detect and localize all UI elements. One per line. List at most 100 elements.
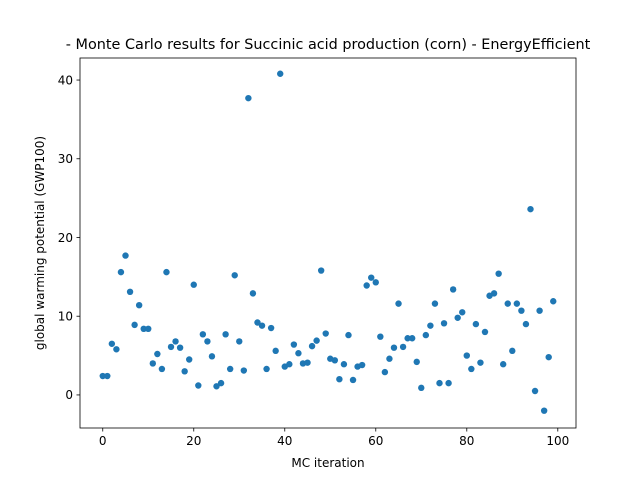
data-point [386, 355, 393, 362]
data-point [377, 333, 384, 340]
data-point [240, 367, 248, 374]
data-point [495, 270, 502, 277]
data-point [267, 324, 275, 332]
data-point [99, 372, 106, 380]
data-point [345, 331, 352, 339]
data-point [427, 322, 434, 329]
data-point [545, 353, 552, 361]
data-point [226, 365, 234, 373]
data-point [477, 359, 484, 366]
y-tick-label: 10 [58, 310, 73, 324]
data-point [304, 359, 311, 366]
x-tick-label: 80 [459, 434, 474, 448]
data-point [208, 353, 216, 360]
data-point [445, 379, 452, 387]
data-point [490, 290, 498, 297]
data-point [550, 298, 557, 305]
data-point [468, 365, 475, 373]
data-point [145, 325, 152, 333]
data-point [408, 335, 416, 342]
data-point [122, 252, 129, 259]
data-point [363, 282, 370, 289]
data-point [336, 375, 343, 383]
y-tick-label: 0 [65, 388, 73, 402]
data-point [513, 300, 521, 307]
data-point [172, 338, 179, 345]
data-point [317, 267, 325, 274]
data-point [204, 338, 211, 345]
data-point [222, 331, 229, 338]
data-point [199, 331, 207, 338]
y-tick-label: 30 [58, 152, 73, 166]
data-point [404, 335, 411, 342]
data-point [163, 268, 170, 276]
data-point [254, 319, 261, 326]
data-point [358, 361, 366, 369]
data-point [527, 205, 534, 213]
data-point [217, 379, 225, 387]
data-point [449, 286, 457, 293]
data-point [195, 382, 202, 389]
plot-frame [79, 57, 577, 429]
data-point [104, 372, 111, 380]
x-tick-label: 0 [99, 434, 107, 448]
y-axis-ticks: 0 10 20 30 40 [58, 73, 80, 402]
data-point [154, 350, 161, 358]
data-point [418, 384, 425, 392]
data-point [126, 288, 134, 296]
data-point [436, 379, 443, 387]
data-point [531, 387, 539, 395]
y-tick-label: 20 [58, 231, 73, 245]
y-tick-label: 40 [58, 73, 73, 87]
data-point [440, 320, 448, 327]
data-point [422, 331, 430, 339]
data-point [290, 341, 298, 348]
data-point [131, 321, 138, 329]
data-point [295, 350, 302, 357]
data-point [509, 347, 516, 355]
data-point [481, 328, 489, 336]
data-point [454, 314, 461, 321]
x-tick-label: 20 [186, 434, 201, 448]
data-point [167, 343, 175, 351]
data-point [499, 361, 507, 368]
x-axis-label: MC iteration [291, 456, 364, 470]
data-point [472, 320, 480, 328]
data-point [263, 365, 270, 373]
data-point [395, 300, 402, 307]
data-point [536, 307, 543, 314]
data-point [158, 365, 166, 373]
data-point [522, 320, 530, 328]
data-point [463, 352, 470, 359]
data-point [149, 360, 157, 367]
data-point [322, 330, 329, 337]
data-point [518, 307, 525, 314]
data-point [413, 358, 420, 366]
data-point [431, 300, 439, 307]
data-point [286, 361, 293, 368]
data-point [331, 357, 339, 364]
data-point [186, 356, 193, 363]
data-point [277, 70, 284, 77]
x-tick-label: 60 [368, 434, 383, 448]
data-point [213, 383, 220, 390]
data-point [504, 300, 511, 307]
data-point [176, 344, 184, 351]
plot-area [99, 70, 557, 414]
data-point [459, 309, 466, 316]
data-point [258, 322, 266, 329]
data-point [308, 342, 316, 350]
data-point [372, 279, 379, 286]
data-point [399, 343, 407, 351]
data-point [181, 368, 188, 375]
data-point [349, 376, 357, 384]
x-tick-label: 40 [277, 434, 292, 448]
data-point [390, 344, 398, 351]
data-point [272, 347, 279, 355]
data-point [190, 281, 197, 288]
data-point [540, 407, 548, 414]
data-point [231, 272, 238, 279]
data-point [140, 325, 147, 333]
data-point [108, 340, 116, 347]
